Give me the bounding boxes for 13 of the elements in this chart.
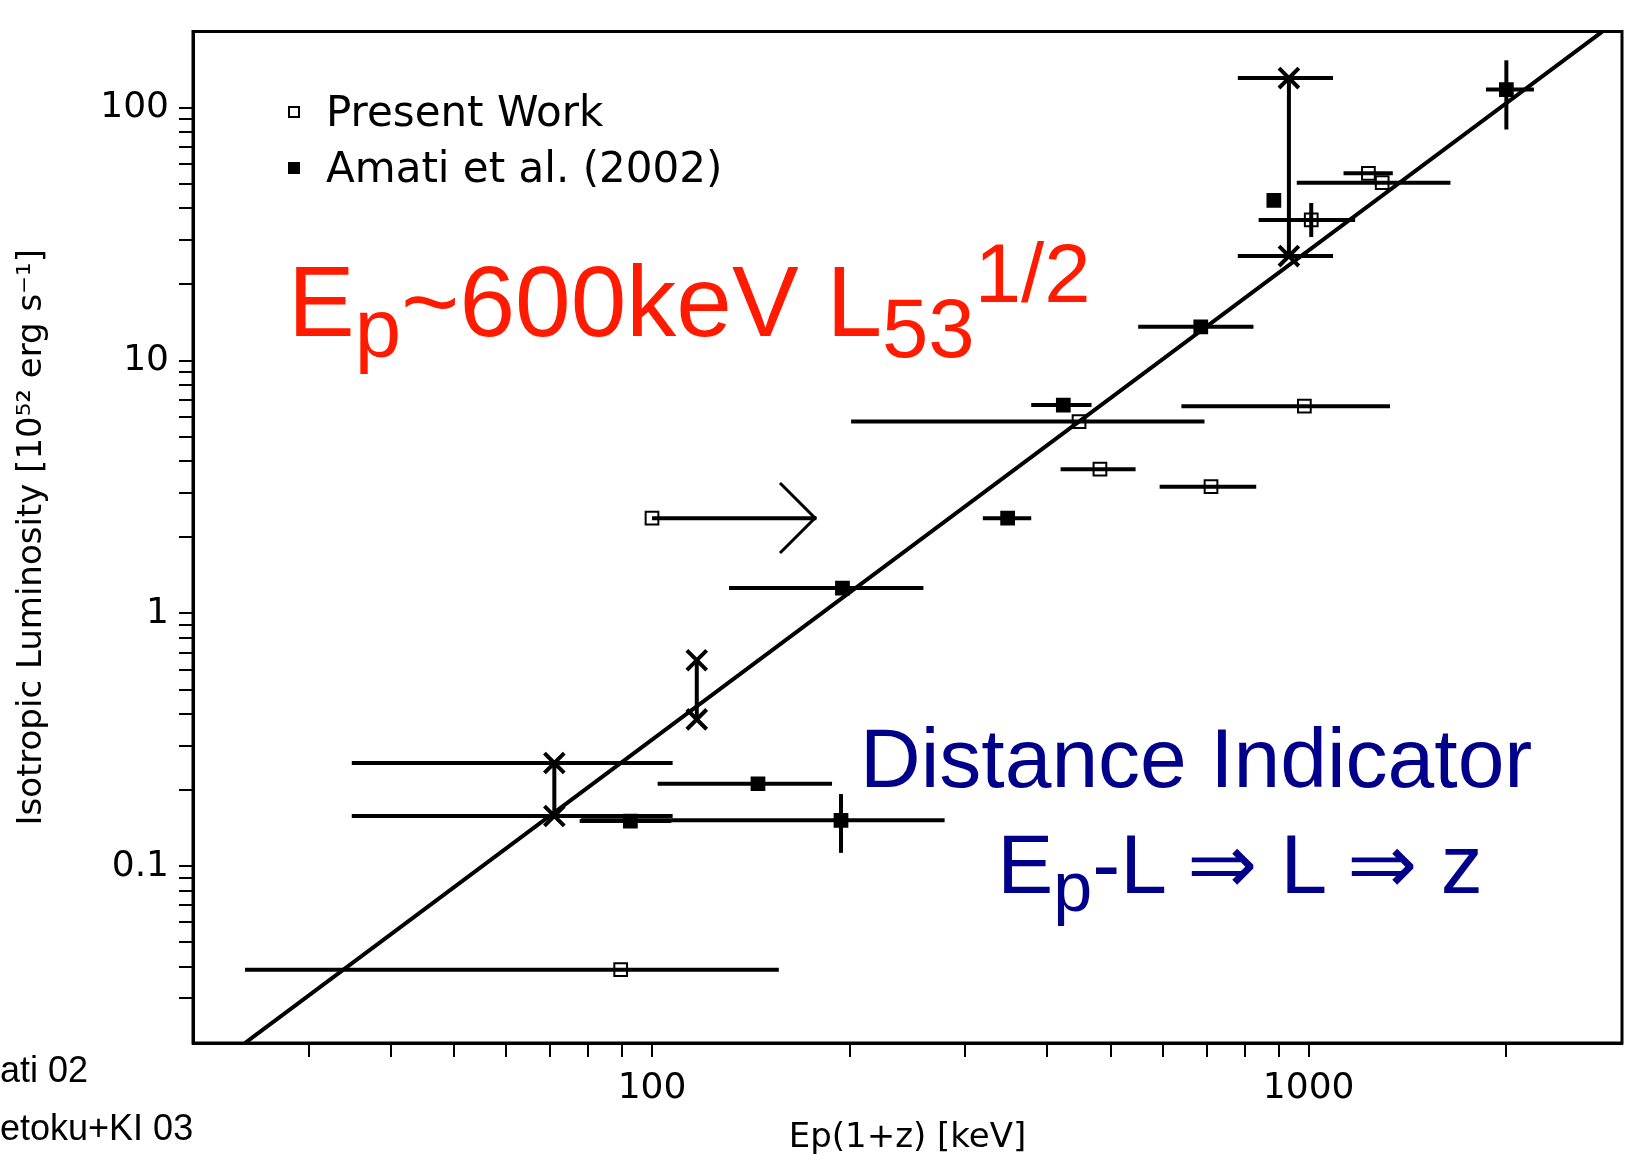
legend-label: Amati et al. (2002) [326,141,723,194]
y-tick-label: 0.1 [111,842,169,884]
text: ati 02 [0,1049,89,1090]
y-axis-title: Isotropic Luminosity [10⁵² erg s⁻¹] [9,249,50,826]
x-tick-label: 1000 [1262,1064,1355,1106]
y-tick-label: 10 [123,336,169,378]
text: etoku+KI 03 [0,1107,194,1148]
annotation: E$_{p}$-L ⇒ L ⇒ z [996,817,1484,926]
y-tick-label: 1 [146,589,169,631]
annotation: Distance Indicator [860,711,1533,805]
y-tick-label: 100 [100,84,169,126]
x-axis-title: Ep(1+z) [keV] [788,1115,1027,1156]
legend-label: Present Work [326,85,604,138]
